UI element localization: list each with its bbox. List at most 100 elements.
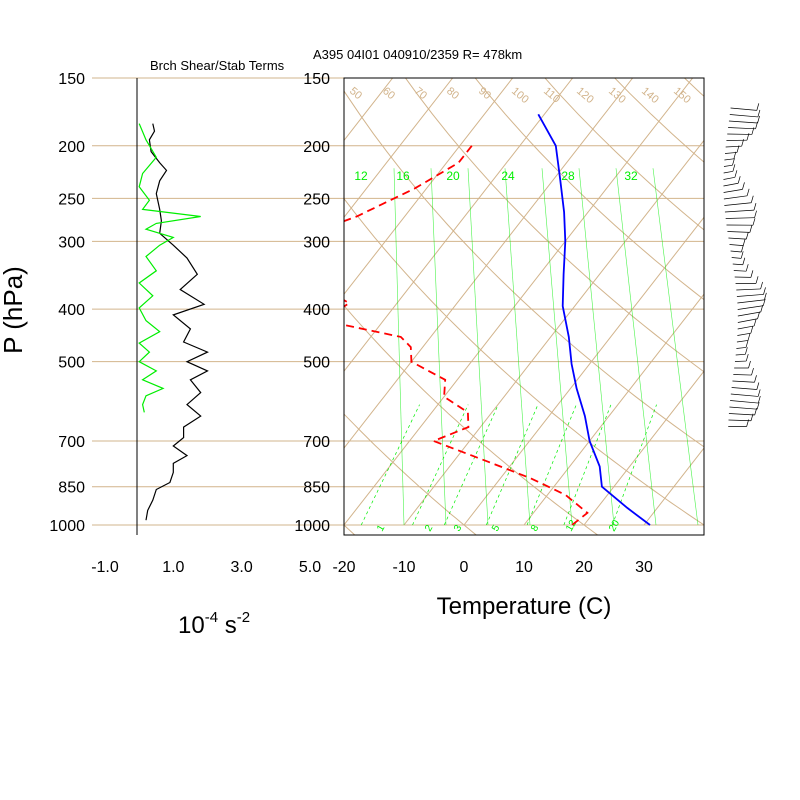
left-pressure-gridlines — [92, 77, 344, 526]
left-y-tick-label: 150 — [58, 71, 85, 88]
mixing-ratio-line — [412, 404, 469, 526]
right-y-tick-labels: 150 200 250 300 400 500 700 850 1000 — [294, 71, 330, 535]
wind-barb-shaft — [728, 413, 755, 416]
isotherm-line — [344, 78, 514, 296]
skewt-plot-border — [343, 77, 705, 536]
saturated-adiabat-line — [652, 168, 699, 526]
left-y-tick-label: 200 — [58, 139, 85, 156]
mixing-ratio-line — [486, 404, 539, 526]
dry-adiabat-line — [344, 413, 478, 535]
wind-barb-shaft — [730, 400, 759, 404]
saturated-adiabat-line — [578, 168, 615, 526]
wind-barb-shaft — [728, 419, 752, 422]
left-y-tick-label: 500 — [58, 355, 85, 372]
wind-barb-shaft — [730, 250, 742, 253]
dry-adiabat-label: 150 — [671, 85, 693, 106]
wind-barb-flag — [753, 203, 757, 211]
saturated-adiabat-line — [467, 168, 489, 526]
isotherm-line — [344, 78, 394, 142]
wind-barb-flag — [764, 292, 767, 300]
wind-barb-shaft — [735, 353, 746, 356]
wind-barb-shaft — [732, 380, 755, 383]
wind-barb-shaft — [724, 209, 755, 213]
mixing-ratio-top-label: 16 — [396, 169, 410, 183]
dry-adiabat-label: 80 — [444, 85, 461, 102]
left-x-label-unit: s — [218, 612, 237, 639]
mixing-ratio-line — [360, 404, 420, 526]
temperature-profile-line — [537, 113, 651, 526]
right-y-tick-label: 200 — [303, 139, 330, 156]
left-y-tick-label: 1000 — [49, 518, 85, 535]
wind-barb-shaft — [731, 387, 757, 390]
wind-barb-shaft — [727, 231, 750, 233]
wind-barb-flag — [732, 158, 735, 166]
dry-adiabat-label: 140 — [639, 85, 661, 106]
wind-barb-shaft — [731, 257, 742, 259]
dry-adiabat-line — [344, 90, 704, 448]
wind-barb-flag — [749, 225, 753, 233]
saturated-adiabat-line — [541, 168, 573, 526]
wind-barb-flag — [748, 360, 751, 369]
isotherm-line — [583, 370, 704, 526]
wind-barb-flag — [745, 232, 749, 240]
saturated-adiabat-line — [430, 168, 447, 526]
right-x-tick-label: 20 — [575, 559, 593, 576]
right-y-tick-label: 1000 — [294, 518, 330, 535]
wind-barb-flag — [757, 395, 761, 404]
wind-barb-flag — [752, 218, 756, 226]
wind-barb-flag — [751, 367, 754, 376]
skewt-series-group — [344, 113, 651, 526]
isotherm-line — [344, 78, 454, 219]
left-x-tick-label: -1.0 — [91, 559, 119, 576]
wind-barb-shaft — [724, 152, 738, 154]
wind-barb-shaft — [733, 374, 752, 376]
wind-barb-flag — [757, 115, 760, 124]
wind-barb-shaft — [732, 263, 743, 266]
left-y-tick-label: 400 — [58, 302, 85, 319]
mixing-ratio-bottom-label: 8 — [529, 523, 542, 534]
wind-barb-flag — [745, 347, 748, 355]
wind-barb-shaft — [725, 217, 755, 219]
left-series-group — [138, 123, 209, 521]
wind-barb-shaft — [737, 305, 764, 310]
wind-barb-flag — [732, 164, 736, 172]
wind-barb-flag — [753, 318, 757, 327]
dry-adiabat-label: 90 — [476, 85, 493, 102]
mixing-ratio-top-label: 32 — [624, 169, 638, 183]
mixing-ratio-bottom-label: 5 — [490, 523, 503, 534]
left-y-tick-label: 250 — [58, 191, 85, 208]
left-x-tick-labels: -1.0 1.0 3.0 5.0 — [91, 559, 321, 576]
isotherm-line — [0, 78, 213, 525]
wind-barb-shaft — [736, 288, 761, 291]
wind-barb-shaft — [729, 244, 744, 246]
skewt-background-grid — [0, 78, 704, 535]
dewpoint-profile-line — [344, 145, 589, 526]
wind-barb-flag — [745, 340, 749, 348]
dry-adiabat-line — [544, 78, 704, 231]
wind-barb-shaft — [724, 202, 752, 206]
wind-barb-flag — [750, 195, 754, 203]
wind-barb-shaft — [737, 332, 751, 336]
wind-barb-flag — [741, 139, 745, 147]
wind-barb-shaft — [730, 393, 759, 397]
dry-adiabat-line — [344, 304, 599, 535]
mixing-ratio-bottom-label: 1 — [375, 523, 388, 534]
wind-barb-shaft — [723, 164, 733, 167]
right-y-tick-label: 250 — [303, 191, 330, 208]
isotherm-line — [463, 216, 704, 526]
wind-barb-flag — [745, 353, 749, 362]
mixing-ratio-bottom-label: 2 — [423, 523, 436, 534]
wind-barb-flag — [757, 389, 761, 397]
left-x-label-base: 10 — [178, 612, 205, 639]
wind-barb-flag — [756, 382, 760, 390]
wind-barb-flag — [751, 127, 755, 135]
dry-adiabat-line — [474, 78, 704, 301]
left-x-label-exp2: -2 — [237, 609, 250, 626]
wind-barb-flag — [746, 188, 750, 196]
wind-barb-shaft — [728, 120, 758, 124]
isotherm-line — [523, 293, 704, 526]
wind-barb-flag — [733, 151, 737, 159]
wind-barb-flag — [757, 311, 760, 319]
